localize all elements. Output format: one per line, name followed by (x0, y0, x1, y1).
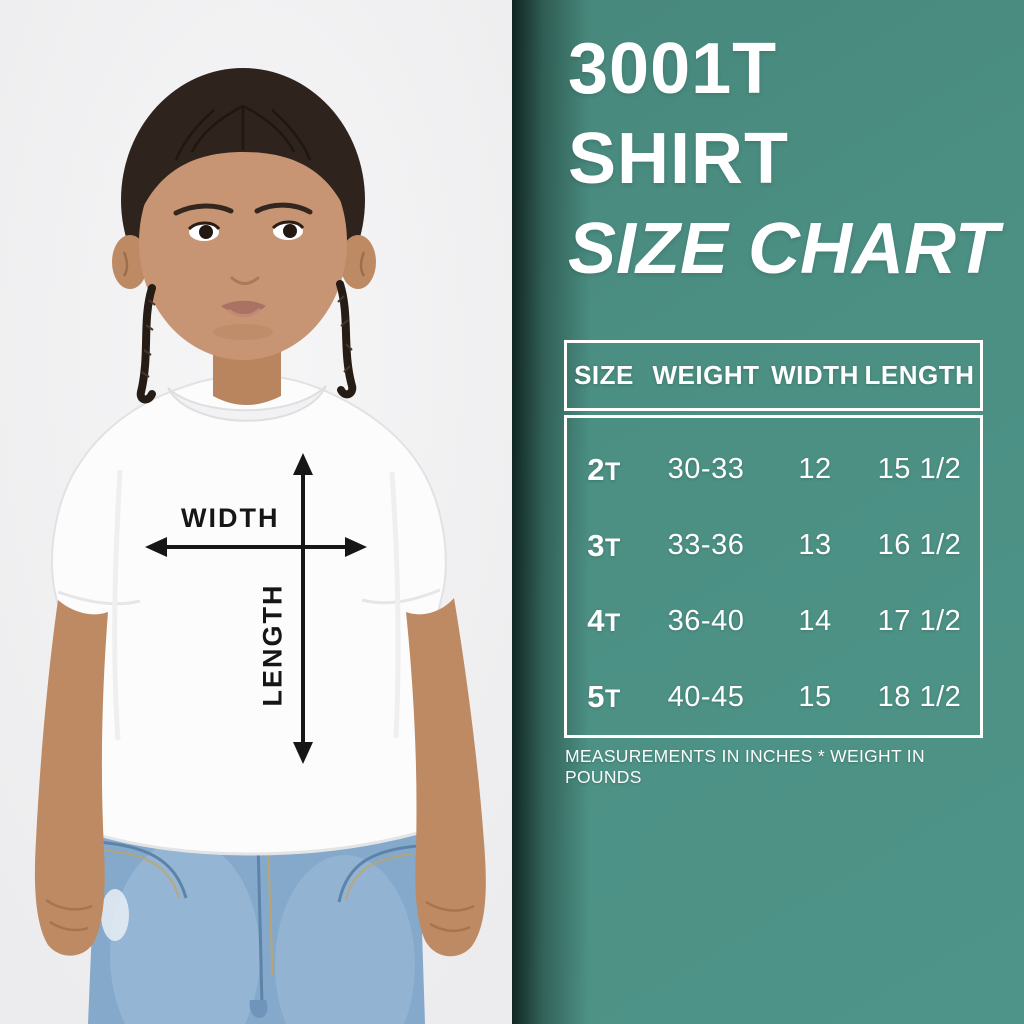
length-dimension-arrow (293, 453, 313, 764)
cell-width: 15 (798, 680, 832, 713)
length-arrow-label: LENGTH (257, 583, 288, 707)
jeans (88, 795, 425, 1024)
width-dimension-arrow (145, 537, 367, 557)
head (112, 68, 376, 404)
cell-size: 3T (587, 527, 621, 563)
cell-size: 2T (587, 451, 621, 487)
cell-weight: 40-45 (667, 680, 745, 713)
cell-length: 18 1/2 (877, 680, 962, 713)
measurement-footnote: MEASUREMENTS IN INCHES * WEIGHT IN POUND… (565, 746, 925, 787)
header-length: LENGTH (864, 360, 975, 390)
header-size: SIZE (574, 360, 634, 390)
cell-length: 16 1/2 (877, 529, 962, 562)
cell-length: 17 1/2 (877, 604, 962, 637)
table-row: 3T 33-36 13 16 1/2 (567, 508, 980, 584)
size-table: SIZE WEIGHT WIDTH LENGTH 2T 30-33 12 15 … (564, 340, 983, 738)
cell-weight: 36-40 (667, 604, 745, 637)
cell-width: 12 (798, 453, 832, 486)
cell-weight: 33-36 (667, 529, 745, 562)
arms (34, 598, 486, 957)
title-product-code: 3001T (568, 29, 778, 109)
header-width: WIDTH (771, 360, 859, 390)
table-row: 4T 36-40 14 17 1/2 (567, 584, 980, 660)
page-title: 3001T SHIRT SIZE CHART (568, 24, 999, 294)
size-table-header: SIZE WEIGHT WIDTH LENGTH (564, 340, 983, 411)
size-chart-panel: 3001T SHIRT SIZE CHART SIZE WEIGHT WIDTH… (512, 0, 1024, 1024)
title-size-chart: SIZE CHART (568, 209, 999, 289)
cell-size: 4T (587, 603, 621, 639)
cell-size: 5T (587, 679, 621, 715)
size-table-body: 2T 30-33 12 15 1/2 3T 33-36 13 16 1/2 4T… (564, 415, 983, 738)
cell-width: 14 (798, 604, 832, 637)
table-row: 5T 40-45 15 18 1/2 (567, 659, 980, 735)
header-weight: WEIGHT (652, 360, 760, 390)
collar (167, 385, 327, 422)
width-arrow-label: WIDTH (181, 503, 280, 533)
cell-weight: 30-33 (667, 453, 745, 486)
t-shirt (51, 373, 447, 856)
toddler-illustration (0, 0, 512, 1024)
cell-length: 15 1/2 (877, 453, 962, 486)
model-photo: WIDTH LENGTH (0, 0, 512, 1024)
table-row: 2T 30-33 12 15 1/2 (567, 432, 980, 508)
title-product-type: SHIRT (568, 119, 789, 199)
cell-width: 13 (798, 529, 832, 562)
